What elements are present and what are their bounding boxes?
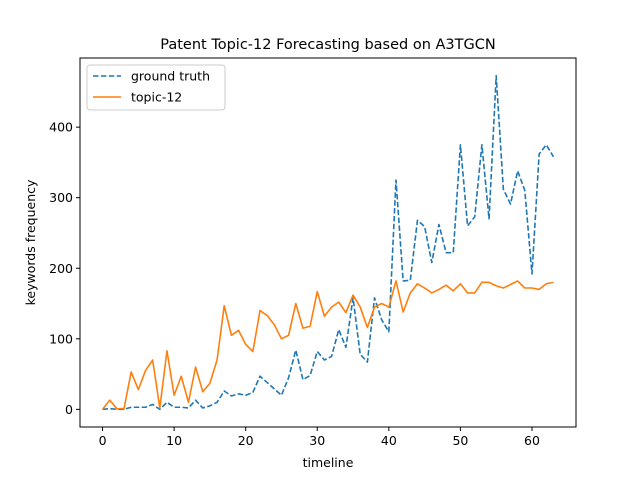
legend-label-ground-truth: ground truth [131, 69, 210, 84]
x-tick-label: 30 [309, 433, 325, 448]
x-tick-label: 10 [166, 433, 182, 448]
y-tick-label: 100 [49, 331, 73, 346]
y-tick-label: 400 [49, 120, 73, 135]
x-tick-label: 60 [524, 433, 540, 448]
legend-label-topic-12: topic-12 [131, 90, 182, 105]
x-tick-label: 50 [452, 433, 468, 448]
x-tick-label: 40 [381, 433, 397, 448]
y-tick-label: 300 [49, 190, 73, 205]
y-tick-label: 0 [65, 402, 73, 417]
legend: ground truth topic-12 [87, 65, 225, 110]
x-axis-label: timeline [303, 455, 354, 470]
y-axis-label: keywords frequency [23, 179, 38, 305]
y-tick-label: 200 [49, 261, 73, 276]
chart-title: Patent Topic-12 Forecasting based on A3T… [160, 37, 495, 53]
x-tick-label: 20 [238, 433, 254, 448]
x-tick-label: 0 [99, 433, 107, 448]
